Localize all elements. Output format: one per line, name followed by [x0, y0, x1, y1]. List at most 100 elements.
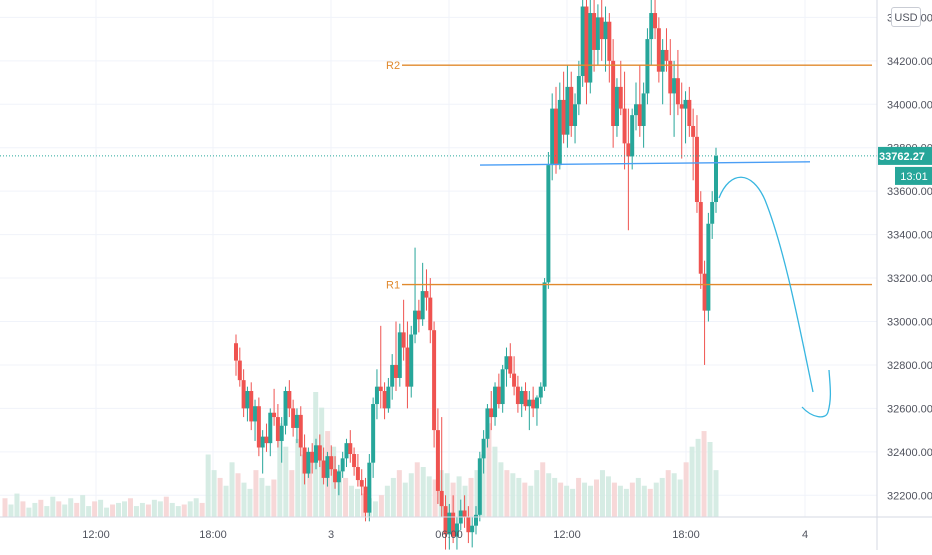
volume-bar [259, 477, 265, 517]
candle-body [325, 456, 330, 478]
candle-body [466, 517, 471, 533]
candle-body [569, 86, 574, 126]
volume-bar [349, 485, 355, 517]
gridlines [0, 0, 877, 517]
volume-bar [151, 499, 157, 517]
candle-body [546, 165, 551, 283]
volume-bar [432, 479, 438, 517]
candle-body [614, 86, 619, 126]
volume-bar [546, 473, 552, 517]
candle-body [352, 454, 357, 468]
volume-bar [253, 470, 259, 517]
y-tick-label: 33600.00 [887, 186, 932, 198]
candle-body [576, 76, 581, 105]
candle-body [363, 486, 368, 513]
candle-body [706, 223, 711, 311]
volume-bar [617, 485, 623, 517]
volume-bar [38, 499, 44, 517]
candle-body [538, 386, 543, 398]
candle-body [603, 21, 608, 40]
volume-bar [169, 502, 175, 517]
currency-selector[interactable]: USD [891, 7, 921, 27]
candle-body [702, 273, 707, 311]
candle-body [664, 49, 669, 61]
candle-body [359, 480, 364, 487]
candle-body [397, 332, 402, 378]
candle-body [439, 490, 444, 507]
volume-bar [611, 482, 617, 517]
candle-body [672, 78, 677, 94]
volume-bar [558, 482, 564, 517]
candle-body [588, 13, 593, 83]
candle-body [694, 136, 699, 203]
volume-bar [635, 477, 641, 517]
candle-body [634, 104, 638, 116]
candle-body [428, 297, 433, 331]
volume-bar [163, 496, 169, 517]
candle-body [641, 93, 646, 126]
candle-body [508, 356, 513, 374]
candle-body [454, 523, 459, 537]
candle-body [390, 364, 395, 387]
candle-body [675, 78, 680, 105]
volume-bar [68, 498, 74, 517]
candle-body [409, 334, 414, 387]
y-tick-label: 32400.00 [887, 447, 932, 459]
volume-bar [671, 473, 677, 517]
candle-body [279, 425, 284, 441]
volume-bar [408, 473, 414, 517]
candle-body [474, 514, 478, 526]
volume-bar [528, 485, 534, 517]
candle-body [626, 143, 631, 157]
candle-body [595, 17, 600, 50]
volume-bar [145, 504, 151, 517]
candle-body [496, 386, 501, 405]
volume-bar [414, 462, 420, 517]
volume-bar [402, 482, 408, 517]
candle-body [504, 356, 509, 370]
volume-bar [211, 470, 217, 517]
volume-bar [665, 470, 671, 517]
candle-body [260, 436, 265, 448]
volume-bar [20, 501, 26, 517]
candle-body [618, 86, 623, 109]
volume-bar [629, 482, 635, 517]
y-tick-label: 34200.00 [887, 56, 932, 68]
volume-bar [480, 454, 486, 517]
volume-bar [110, 504, 116, 517]
volume-bar [193, 498, 199, 517]
candle-body [637, 104, 642, 126]
candle-body [443, 506, 448, 535]
candle-body [622, 108, 627, 144]
candle-body [515, 386, 520, 405]
candle-body [679, 104, 684, 109]
volume-bar [510, 473, 516, 517]
volume-bar [396, 470, 402, 517]
candle-body [291, 408, 296, 428]
candle-body [451, 512, 456, 537]
volume-bar [492, 446, 498, 517]
candle-body [512, 373, 517, 387]
candle-body [561, 99, 566, 135]
candle-body [275, 417, 280, 441]
volume-bar [695, 438, 701, 517]
candle-body [660, 49, 665, 72]
volume-bar [355, 488, 361, 517]
volume-bar [127, 498, 133, 517]
candle-body [493, 386, 498, 418]
candle-body [470, 525, 475, 533]
candle-body [283, 391, 288, 426]
countdown-label: 13:01 [900, 171, 928, 183]
volume-bar [32, 502, 38, 517]
volume-bar [605, 476, 611, 517]
candle-body [378, 386, 383, 392]
candle-body [531, 399, 536, 409]
volume-bar [713, 470, 719, 517]
candle-body [317, 445, 322, 461]
candle-body [653, 13, 658, 29]
volume-bar [701, 431, 707, 517]
volume-bar [223, 485, 229, 517]
candle-body [523, 391, 528, 407]
